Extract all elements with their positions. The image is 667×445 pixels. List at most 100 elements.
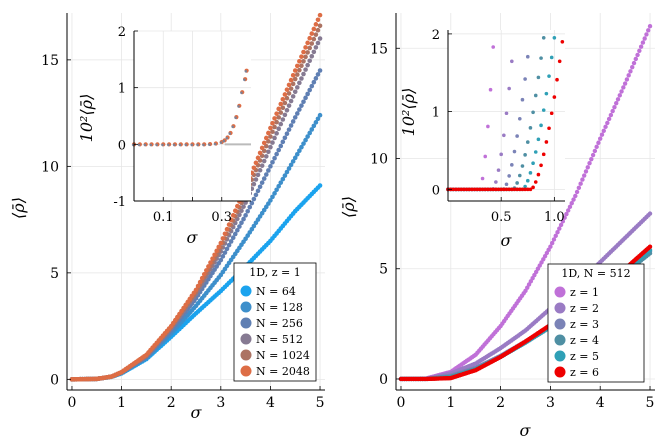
data-point — [161, 143, 164, 147]
data-point — [294, 151, 300, 157]
data-point — [596, 140, 601, 145]
data-point — [478, 187, 482, 192]
data-point — [204, 268, 209, 273]
data-point — [515, 181, 519, 185]
data-point — [536, 75, 541, 80]
data-point — [647, 24, 653, 29]
data-point — [284, 87, 290, 92]
legend-marker — [554, 286, 566, 298]
data-point — [486, 187, 490, 192]
data-point — [212, 252, 217, 258]
data-point — [232, 231, 238, 237]
data-point — [255, 188, 261, 194]
data-point — [313, 45, 319, 50]
data-point — [462, 187, 466, 192]
data-point — [280, 176, 286, 182]
left-ylabel: ⟨ρ̄⟩ — [9, 197, 28, 219]
legend-marker — [554, 318, 566, 330]
data-point — [520, 164, 525, 168]
left-xlabel: σ — [191, 403, 203, 422]
right-inset-data — [446, 35, 565, 192]
data-point — [301, 58, 306, 64]
right-inset: 0.5 1.0 0 1 2 σ 10²⟨ρ̄⟩ — [399, 28, 565, 250]
data-point — [525, 54, 530, 59]
right-inset-ticks: 0.5 1.0 0 1 2 — [432, 28, 565, 225]
data-point — [184, 143, 188, 147]
data-point — [305, 91, 310, 97]
data-point — [286, 166, 292, 171]
data-point — [213, 142, 217, 146]
data-point — [268, 164, 273, 169]
data-point — [253, 177, 259, 182]
data-point — [274, 131, 279, 136]
data-point — [251, 196, 257, 202]
data-point — [149, 143, 153, 147]
data-point — [619, 89, 624, 94]
data-point — [315, 27, 321, 33]
data-point — [598, 136, 603, 141]
li-xtick-label: 0.1 — [153, 210, 174, 225]
legend-marker — [554, 366, 566, 378]
r-ytick-label: 10 — [370, 152, 388, 168]
data-point — [228, 217, 234, 223]
data-point — [303, 95, 308, 101]
data-point — [255, 172, 261, 178]
data-point — [218, 240, 224, 246]
data-point — [504, 182, 509, 187]
data-point — [290, 119, 296, 124]
legend-marker — [240, 349, 252, 361]
data-point — [299, 63, 304, 69]
data-point — [301, 141, 306, 146]
data-point — [278, 101, 284, 107]
data-point — [642, 36, 647, 41]
data-point — [288, 123, 294, 128]
data-point — [243, 78, 246, 82]
data-point — [210, 256, 215, 261]
r-ytick-label: 15 — [370, 41, 388, 57]
data-point — [247, 204, 253, 210]
data-point — [299, 144, 304, 150]
data-point — [557, 59, 562, 64]
ri-xtick-label: 0.5 — [491, 210, 512, 225]
data-point — [299, 103, 304, 108]
data-point — [297, 67, 302, 73]
data-point — [507, 86, 511, 91]
data-point — [510, 187, 514, 192]
l-xtick-label: 3 — [216, 395, 225, 411]
data-point — [220, 254, 226, 259]
data-point — [631, 60, 637, 66]
data-point — [286, 82, 292, 88]
data-point — [288, 86, 294, 91]
data-point — [549, 240, 555, 246]
data-point — [311, 79, 317, 85]
left-legend-items: N = 64 N = 128 N = 256 N = 512 N = 1024 N = 2… — [240, 285, 310, 378]
data-point — [531, 185, 535, 190]
data-point — [567, 204, 573, 210]
data-point — [583, 169, 589, 174]
data-point — [257, 150, 263, 156]
data-point — [286, 91, 292, 96]
data-point — [562, 215, 567, 220]
data-point — [464, 187, 469, 192]
data-point — [288, 98, 294, 104]
data-point — [633, 56, 638, 62]
data-point — [167, 143, 170, 147]
l-ytick-label: 0 — [50, 372, 59, 388]
data-point — [272, 135, 277, 141]
data-point — [297, 80, 302, 86]
data-point — [317, 12, 323, 18]
data-point — [544, 140, 549, 144]
r-xtick-label: 4 — [596, 395, 605, 411]
data-point — [303, 45, 308, 50]
data-point — [317, 23, 323, 29]
data-point — [276, 147, 281, 153]
data-point — [560, 39, 565, 44]
data-point — [646, 28, 651, 33]
data-point — [276, 115, 281, 120]
data-point — [523, 77, 527, 81]
data-point — [555, 230, 560, 235]
data-point — [486, 124, 490, 129]
data-point — [317, 183, 323, 188]
data-point — [266, 168, 271, 173]
